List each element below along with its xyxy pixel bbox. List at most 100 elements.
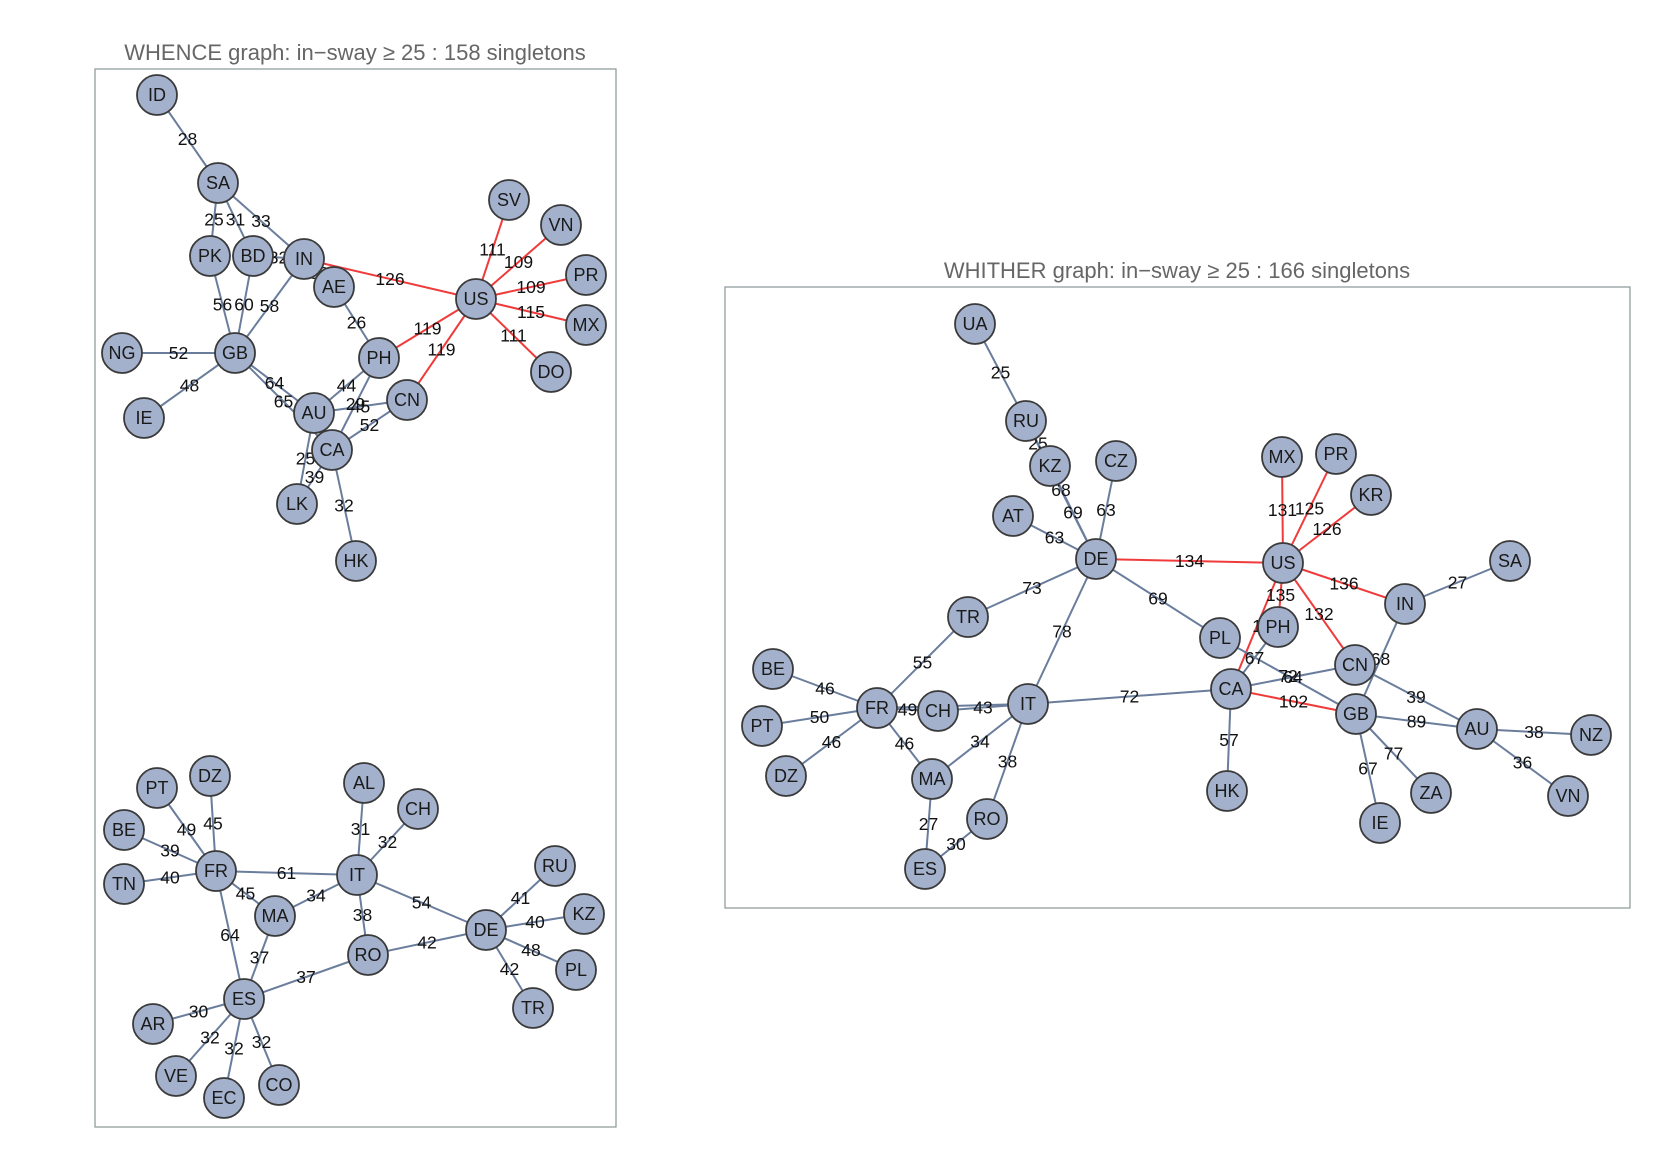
node-label: PR	[573, 265, 598, 285]
node-label: RO	[355, 945, 382, 965]
node-vn: VN	[1547, 775, 1589, 817]
node-in: IN	[283, 238, 325, 280]
edge-tr-fr	[876, 616, 969, 709]
node-circle	[1206, 770, 1248, 812]
node-label: LK	[286, 494, 308, 514]
node-circle	[1095, 440, 1137, 482]
node-circle	[203, 1077, 245, 1119]
node-circle	[1029, 445, 1071, 487]
node-circle	[752, 648, 794, 690]
node-ua: UA	[954, 303, 996, 345]
edge-weight-label: 52	[169, 343, 188, 363]
node-za: ZA	[1410, 772, 1452, 814]
edge-weight-label: 56	[213, 295, 232, 315]
node-circle	[512, 987, 554, 1029]
node-label: IT	[1020, 694, 1036, 714]
node-circle	[1489, 540, 1531, 582]
node-circle	[1199, 617, 1241, 659]
node-ro: RO	[966, 798, 1008, 840]
node-circle	[540, 204, 582, 246]
node-tr: TR	[512, 987, 554, 1029]
whence-edge-labels: 2825313332305660585248646526294544522539…	[160, 129, 545, 1059]
edge-de-tr	[967, 558, 1097, 618]
node-label: IE	[1371, 813, 1388, 833]
edge-weight-label: 69	[1148, 589, 1167, 609]
edge-weight-label: 48	[180, 376, 199, 396]
node-circle	[565, 304, 607, 346]
whither-panel: WHITHER graph: in−sway ≥ 25 : 166 single…	[724, 258, 1631, 909]
node-label: ID	[148, 85, 166, 105]
node-label: KZ	[572, 904, 595, 924]
edge-weight-label: 48	[521, 940, 540, 960]
edge-weight-label: 42	[500, 959, 519, 979]
node-lk: LK	[276, 483, 318, 525]
node-label: PL	[565, 960, 587, 980]
edge-weight-label: 111	[500, 326, 527, 346]
node-mx: MX	[1261, 436, 1303, 478]
edge-weight-label: 25	[991, 363, 1010, 383]
node-us: US	[455, 278, 497, 320]
edge-weight-label: 126	[1312, 519, 1341, 539]
node-ru: RU	[1005, 400, 1047, 442]
node-es: ES	[223, 978, 265, 1020]
node-be: BE	[752, 648, 794, 690]
node-label: PH	[366, 348, 391, 368]
node-label: GB	[222, 343, 248, 363]
edge-weight-label: 43	[973, 698, 992, 718]
edge-weight-label: 115	[517, 302, 545, 322]
node-id: ID	[136, 74, 178, 116]
node-label: PL	[1209, 628, 1231, 648]
node-label: CA	[319, 440, 344, 460]
node-label: PR	[1323, 444, 1348, 464]
node-sv: SV	[488, 179, 530, 221]
node-ve: VE	[155, 1055, 197, 1097]
node-ca: CA	[1210, 668, 1252, 710]
node-sa: SA	[1489, 540, 1531, 582]
edge-weight-label: 77	[1384, 744, 1403, 764]
node-circle	[856, 687, 898, 729]
edge-weight-label: 132	[1304, 604, 1333, 624]
node-pt: PT	[741, 705, 783, 747]
edge-weight-label: 69	[1063, 503, 1082, 523]
edge-weight-label: 38	[998, 752, 1017, 772]
node-label: CO	[266, 1075, 293, 1095]
edge-weight-label: 50	[810, 707, 830, 727]
node-ro: RO	[347, 934, 389, 976]
node-label: BD	[240, 246, 265, 266]
node-label: PH	[1265, 617, 1290, 637]
whither-panel-frame	[724, 286, 1631, 909]
node-label: MX	[1269, 447, 1296, 467]
node-dz: DZ	[765, 755, 807, 797]
node-circle	[1210, 668, 1252, 710]
node-circle	[386, 379, 428, 421]
node-circle	[195, 850, 237, 892]
node-ar: AR	[132, 1003, 174, 1045]
edge-weight-label: 32	[252, 1032, 271, 1052]
node-label: IN	[1396, 594, 1414, 614]
edge-weight-label: 45	[203, 814, 222, 834]
node-label: CN	[394, 390, 420, 410]
edge-fr-es	[215, 870, 245, 1000]
node-circle	[1570, 714, 1612, 756]
node-circle	[966, 798, 1008, 840]
node-circle	[1007, 683, 1049, 725]
edge-weight-label: 34	[970, 732, 990, 752]
edge-weight-label: 55	[913, 653, 932, 673]
node-label: CA	[1218, 679, 1243, 699]
edge-weight-label: 44	[337, 376, 357, 396]
node-it: IT	[336, 854, 378, 896]
node-label: IN	[295, 249, 313, 269]
edge-weight-label: 27	[1448, 573, 1467, 593]
whither-nodes: UA RU KZ CZ AT DE MX PR KR US SA IN TR PL PH CN BE FR CH IT…	[741, 303, 1612, 890]
edge-weight-label: 28	[178, 129, 197, 149]
node-label: VE	[164, 1066, 188, 1086]
node-label: HK	[343, 551, 368, 571]
edge-weight-label: 52	[360, 415, 379, 435]
node-circle	[455, 278, 497, 320]
node-label: UA	[962, 314, 987, 334]
edge-weight-label: 63	[1096, 500, 1115, 520]
node-circle	[214, 332, 256, 374]
edge-it-de	[356, 874, 487, 931]
node-label: TR	[956, 607, 980, 627]
edge-weight-label: 136	[1329, 574, 1358, 594]
